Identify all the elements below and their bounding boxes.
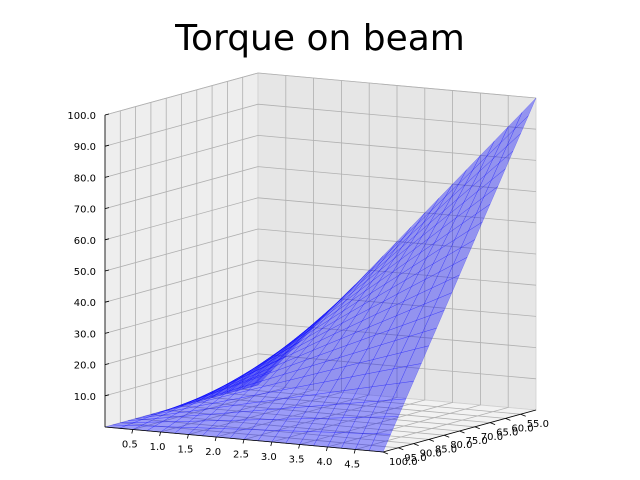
z-tick-mark — [104, 363, 110, 365]
y-tick-mark — [428, 439, 435, 442]
x-tick-label: 3.5 — [289, 455, 305, 466]
x-tick-mark — [187, 434, 189, 439]
x-tick-label: 1.5 — [177, 445, 193, 456]
z-tick-mark — [104, 332, 110, 334]
y-tick-label: 75.0 — [466, 436, 488, 447]
z-gridline — [104, 259, 537, 303]
x-tick-label: 1.0 — [150, 442, 166, 453]
z-gridline — [104, 228, 537, 272]
x-gridline — [216, 83, 370, 438]
x-tick-mark — [270, 441, 273, 447]
x-gridline — [243, 85, 398, 440]
y-tick-mark — [382, 451, 389, 455]
z-gridline — [104, 322, 537, 365]
y-tick-label: 65.0 — [496, 428, 518, 439]
y-tick-label: 100.0 — [389, 457, 418, 468]
z-tick-mark — [104, 269, 110, 272]
y-tick-label: 90.0 — [420, 449, 442, 460]
x-tick-mark — [214, 436, 217, 442]
x-tick-mark — [353, 449, 356, 454]
x-tick-mark — [326, 446, 328, 452]
z-tick-label: 70.0 — [74, 205, 96, 216]
z-tick-label: 20.0 — [74, 361, 96, 372]
z-gridline — [104, 197, 537, 241]
z-tick-label: 50.0 — [74, 267, 96, 278]
z-tick-mark — [104, 176, 110, 178]
y-tick-mark — [444, 434, 450, 438]
z-tick-mark — [104, 300, 110, 303]
y-tick-mark — [520, 413, 526, 417]
x-tick-mark — [159, 431, 161, 437]
x-tick-label: 3.0 — [261, 452, 277, 463]
y-tick-mark — [489, 422, 496, 425]
z-tick-label: 40.0 — [74, 298, 96, 309]
x-tick-mark — [298, 444, 300, 449]
x-gridline — [160, 78, 315, 433]
x-tick-label: 2.0 — [205, 447, 221, 458]
y-tick-mark — [398, 447, 404, 451]
z-tick-label: 100.0 — [67, 111, 96, 122]
z-tick-mark — [104, 144, 110, 147]
x-gridline — [132, 75, 287, 430]
z-tick-label: 10.0 — [74, 392, 96, 403]
z-tick-label: 30.0 — [74, 329, 96, 340]
x-gridline — [188, 80, 342, 435]
x-gridline — [355, 95, 509, 450]
chart-title: Torque on beam — [175, 18, 465, 59]
z-gridline — [104, 290, 537, 334]
x-tick-label: 4.0 — [316, 457, 332, 468]
x-tick-label: 2.5 — [233, 450, 249, 461]
x-tick-label: 4.5 — [344, 460, 360, 471]
z-tick-mark — [104, 113, 110, 116]
surface-patch — [514, 97, 537, 130]
z-tick-mark — [104, 394, 110, 397]
y-tick-label: 70.0 — [481, 432, 503, 443]
y-tick-label: 60.0 — [511, 423, 533, 434]
y-tick-label: 80.0 — [450, 440, 472, 451]
y-tick-label: 55.0 — [527, 419, 549, 430]
z-gridline — [104, 166, 537, 209]
x-tick-mark — [242, 439, 245, 444]
y-tick-label: 85.0 — [435, 444, 457, 455]
y-tick-label: 95.0 — [404, 453, 426, 464]
y-tick-mark — [474, 426, 480, 430]
x-gridline — [271, 88, 426, 443]
z-gridline — [104, 353, 537, 397]
z-tick-label: 90.0 — [74, 142, 96, 153]
z-tick-label: 80.0 — [74, 173, 96, 184]
z-tick-mark — [104, 207, 110, 209]
z-gridline — [104, 103, 537, 147]
y-tick-mark — [459, 430, 465, 434]
z-tick-mark — [104, 238, 110, 241]
y-tick-mark — [505, 418, 511, 421]
x-gridline — [327, 93, 481, 448]
z-gridline — [104, 134, 537, 178]
z-gridline — [104, 72, 537, 116]
x-tick-label: 0.5 — [122, 440, 138, 451]
x-tick-mark — [131, 429, 134, 434]
y-tick-mark — [413, 443, 419, 446]
z-tick-label: 60.0 — [74, 236, 96, 247]
